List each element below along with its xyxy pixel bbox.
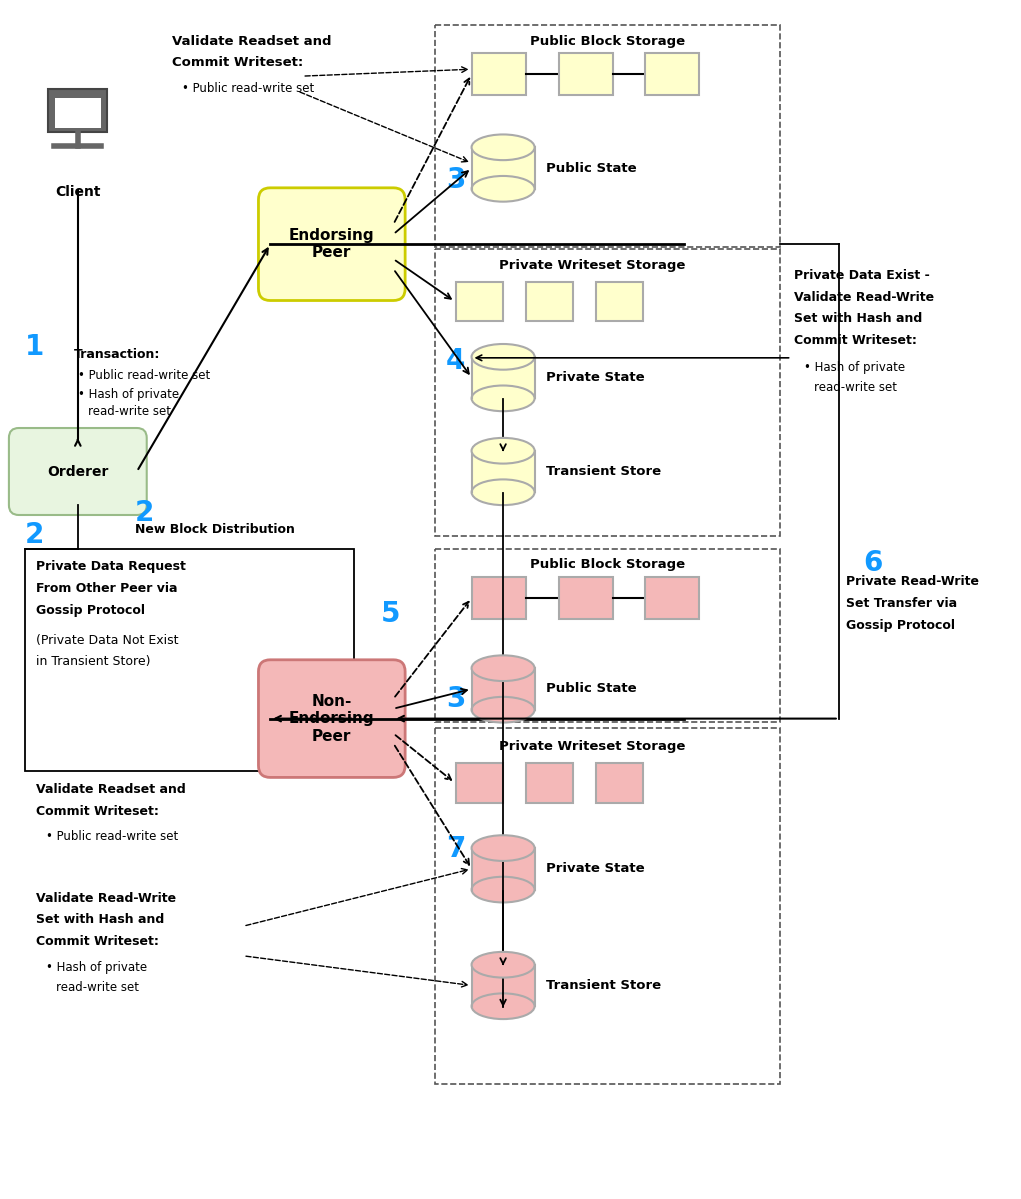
- Text: Commit Writeset:: Commit Writeset:: [794, 335, 917, 347]
- Bar: [435, 249, 780, 536]
- Text: Validate Readset and: Validate Readset and: [173, 35, 332, 48]
- Text: Validate Read-Write: Validate Read-Write: [37, 892, 177, 904]
- Text: Private Writeset Storage: Private Writeset Storage: [499, 259, 686, 272]
- Text: read-write set: read-write set: [88, 405, 171, 418]
- Text: Gossip Protocol: Gossip Protocol: [37, 604, 145, 617]
- Text: 1: 1: [25, 333, 44, 361]
- Text: Endorsing
Peer: Endorsing Peer: [289, 228, 375, 260]
- Text: Commit Writeset:: Commit Writeset:: [173, 56, 303, 70]
- Bar: [455, 282, 503, 321]
- Bar: [526, 763, 573, 802]
- Text: Private State: Private State: [546, 372, 645, 384]
- Ellipse shape: [472, 480, 535, 505]
- Text: Client: Client: [55, 185, 101, 199]
- Text: Private Writeset Storage: Private Writeset Storage: [499, 740, 686, 753]
- Text: Orderer: Orderer: [47, 464, 108, 478]
- Text: 3: 3: [446, 165, 466, 194]
- Text: New Block Distribution: New Block Distribution: [135, 523, 295, 536]
- Bar: [435, 25, 780, 247]
- Ellipse shape: [472, 952, 535, 977]
- Text: Transient Store: Transient Store: [546, 465, 662, 478]
- Ellipse shape: [472, 386, 535, 411]
- Bar: [645, 577, 699, 619]
- Text: Public State: Public State: [546, 682, 637, 695]
- Text: • Public read-write set: • Public read-write set: [78, 369, 210, 381]
- Bar: [472, 147, 535, 188]
- Ellipse shape: [472, 134, 535, 161]
- Text: 5: 5: [381, 600, 400, 628]
- Text: Public State: Public State: [546, 162, 637, 175]
- FancyBboxPatch shape: [258, 659, 405, 777]
- Bar: [472, 357, 535, 398]
- Text: Transient Store: Transient Store: [546, 978, 662, 992]
- Text: Private Data Request: Private Data Request: [37, 560, 187, 573]
- Text: Public Block Storage: Public Block Storage: [530, 35, 685, 48]
- Text: 6: 6: [864, 549, 883, 577]
- Text: 2: 2: [25, 520, 44, 549]
- Text: Commit Writeset:: Commit Writeset:: [37, 805, 159, 818]
- Ellipse shape: [472, 876, 535, 903]
- Text: Private Data Exist -: Private Data Exist -: [794, 269, 930, 282]
- Text: 3: 3: [446, 685, 466, 713]
- Text: Validate Readset and: Validate Readset and: [37, 783, 186, 796]
- Text: Set with Hash and: Set with Hash and: [37, 914, 164, 927]
- Text: • Hash of private: • Hash of private: [805, 361, 906, 374]
- Ellipse shape: [472, 994, 535, 1019]
- Text: Set Transfer via: Set Transfer via: [845, 597, 957, 610]
- Text: (Private Data Not Exist: (Private Data Not Exist: [37, 633, 179, 646]
- Text: • Public read-write set: • Public read-write set: [46, 830, 179, 843]
- Bar: [55, 97, 101, 128]
- FancyBboxPatch shape: [258, 188, 405, 301]
- Bar: [595, 282, 643, 321]
- Text: 2: 2: [135, 499, 154, 528]
- Bar: [435, 549, 780, 722]
- FancyBboxPatch shape: [9, 428, 147, 516]
- Bar: [25, 549, 354, 771]
- Text: Commit Writeset:: Commit Writeset:: [37, 935, 159, 948]
- Text: Private State: Private State: [546, 862, 645, 875]
- Bar: [455, 763, 503, 802]
- Bar: [472, 451, 535, 493]
- Ellipse shape: [472, 656, 535, 681]
- Ellipse shape: [472, 176, 535, 201]
- Bar: [558, 54, 613, 95]
- Text: Private Read-Write: Private Read-Write: [845, 576, 979, 589]
- Bar: [472, 668, 535, 710]
- Text: read-write set: read-write set: [56, 981, 139, 994]
- Bar: [48, 89, 107, 132]
- Bar: [558, 577, 613, 619]
- Text: Set with Hash and: Set with Hash and: [794, 313, 923, 325]
- Text: Public Block Storage: Public Block Storage: [530, 559, 685, 572]
- Bar: [472, 848, 535, 890]
- Bar: [645, 54, 699, 95]
- Text: Transaction:: Transaction:: [74, 348, 160, 361]
- Ellipse shape: [472, 697, 535, 723]
- Bar: [472, 577, 526, 619]
- Bar: [472, 965, 535, 1006]
- Bar: [472, 54, 526, 95]
- Text: 4: 4: [446, 347, 466, 375]
- Text: • Hash of private: • Hash of private: [78, 388, 179, 402]
- Text: Non-
Endorsing
Peer: Non- Endorsing Peer: [289, 694, 375, 743]
- Ellipse shape: [472, 344, 535, 369]
- Bar: [595, 763, 643, 802]
- Text: 7: 7: [446, 835, 466, 863]
- Bar: [526, 282, 573, 321]
- Text: Gossip Protocol: Gossip Protocol: [845, 619, 955, 632]
- Bar: [435, 729, 780, 1084]
- Ellipse shape: [472, 836, 535, 861]
- Text: Validate Read-Write: Validate Read-Write: [794, 290, 934, 303]
- Text: From Other Peer via: From Other Peer via: [37, 583, 178, 595]
- Text: read-write set: read-write set: [814, 380, 897, 393]
- Text: • Hash of private: • Hash of private: [46, 960, 147, 974]
- Text: in Transient Store): in Transient Store): [37, 656, 151, 668]
- Text: • Public read-write set: • Public read-write set: [182, 82, 314, 95]
- Ellipse shape: [472, 438, 535, 464]
